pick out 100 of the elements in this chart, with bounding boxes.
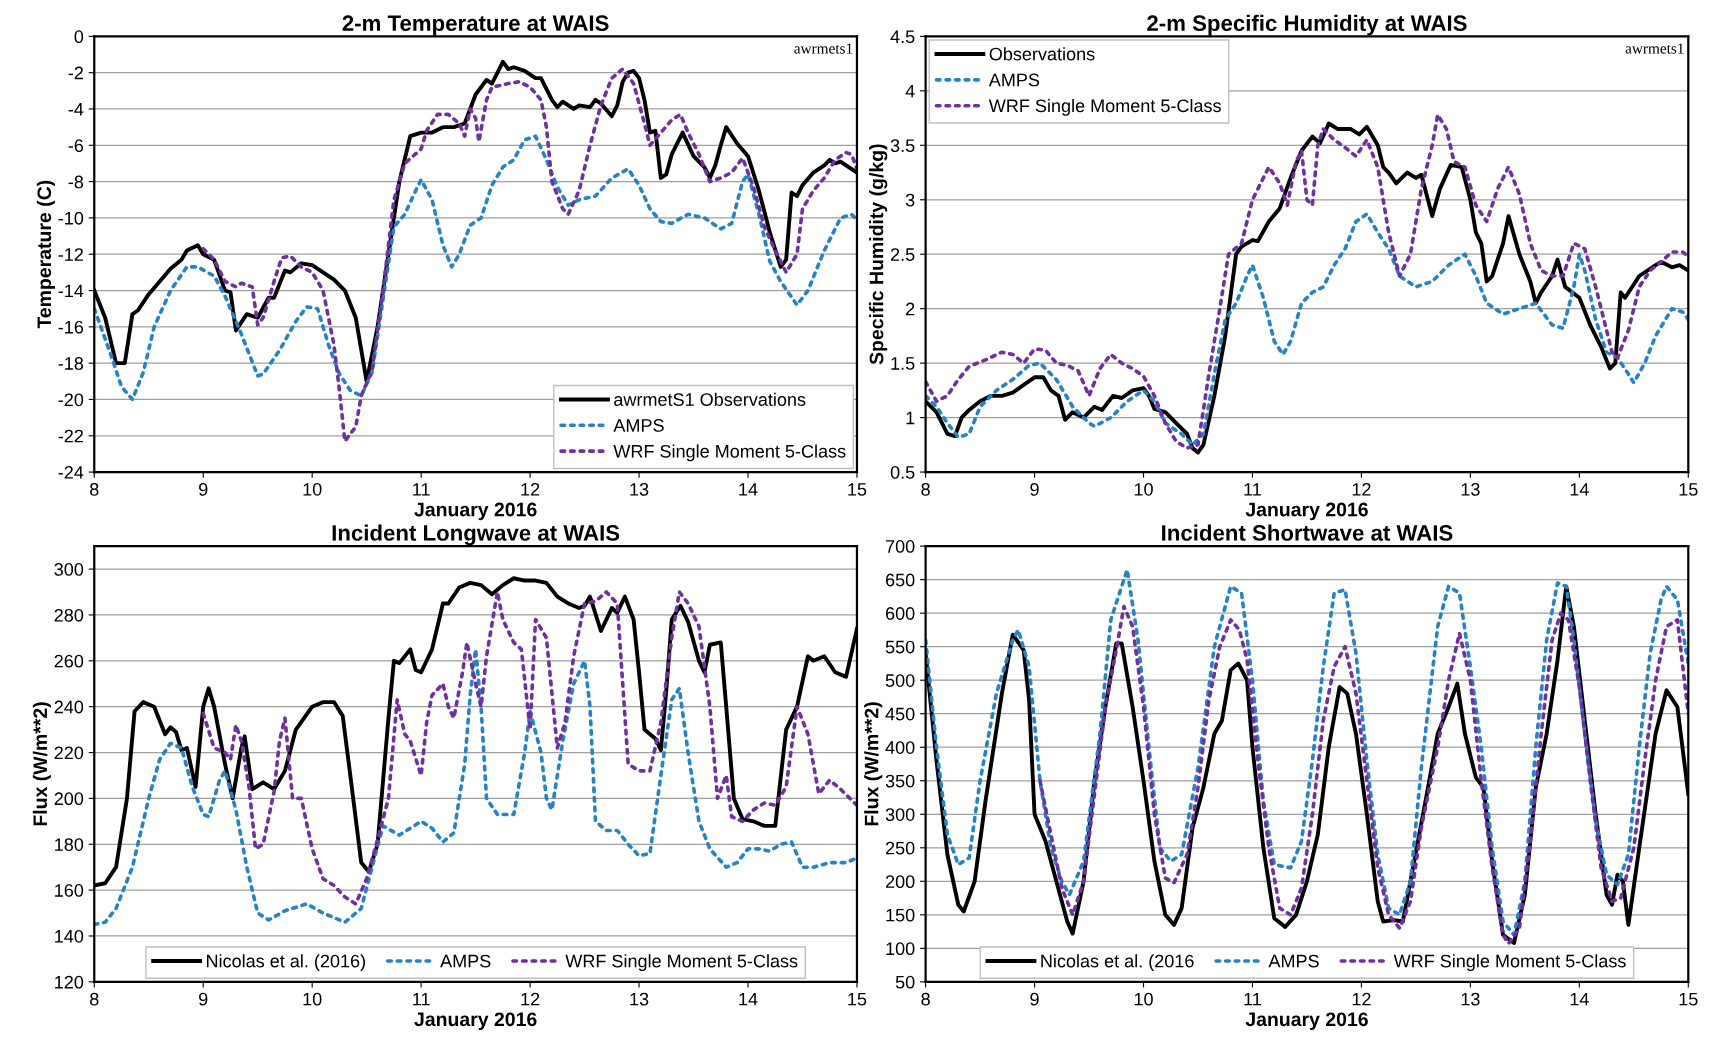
- y-tick-label: -16: [58, 320, 84, 334]
- x-tick-label: 10: [1134, 482, 1153, 496]
- legend-label: Nicolas et al. (2016): [207, 954, 365, 972]
- y-axis-title: Flux (W/m**2): [32, 702, 51, 826]
- x-tick-label: 15: [1679, 992, 1698, 1006]
- x-tick-label: 12: [1352, 992, 1371, 1006]
- y-tick-label: 350: [885, 774, 915, 788]
- y-tick-label: 650: [885, 573, 915, 587]
- y-tick-label: 2.5: [891, 248, 915, 261]
- x-tick-label: 13: [1461, 482, 1480, 496]
- x-tick-label: 12: [1352, 482, 1371, 496]
- y-tick-label: 100: [886, 942, 915, 956]
- x-tick-label: 13: [1461, 992, 1480, 1006]
- y-tick-label: 140: [55, 929, 84, 943]
- legend-label: AMPS: [988, 73, 1040, 87]
- y-tick-label: -20: [58, 393, 84, 407]
- x-tick-label: 10: [303, 482, 322, 496]
- y-tick-label: 400: [885, 741, 915, 754]
- y-axis-title: Flux (W/m**2): [864, 702, 883, 826]
- line-series: [925, 212, 1689, 447]
- legend-label: Observations: [989, 47, 1095, 61]
- annotation: awrmets1: [1625, 43, 1684, 54]
- y-tick-label: -2: [68, 66, 83, 80]
- line-series: [201, 67, 857, 444]
- y-tick-label: 200: [885, 875, 915, 889]
- y-tick-label: -18: [58, 357, 84, 370]
- y-tick-label: 600: [885, 607, 915, 620]
- x-tick-label: 9: [1030, 992, 1039, 1006]
- y-tick-label: -4: [68, 103, 84, 116]
- y-tick-label: 280: [54, 608, 84, 622]
- y-tick-label: 3: [905, 193, 915, 207]
- legend-label: awrmetS1 Observations: [614, 392, 806, 406]
- y-axis-title: Specific Humidity (g/kg): [869, 144, 888, 365]
- x-tick-label: 11: [1244, 992, 1261, 1006]
- y-tick-label: 3.5: [890, 139, 915, 153]
- x-tick-label: 9: [199, 482, 208, 496]
- line-series: [94, 647, 857, 927]
- y-tick-label: 120: [55, 975, 84, 989]
- y-tick-label: -12: [58, 248, 83, 261]
- x-tick-label: 13: [630, 992, 649, 1006]
- x-tick-label: 8: [921, 482, 930, 496]
- y-tick-label: -14: [58, 284, 84, 298]
- y-tick-label: 160: [55, 884, 84, 897]
- y-tick-label: 150: [886, 908, 915, 922]
- x-axis-title: January 2016: [1245, 1012, 1368, 1031]
- x-tick-label: 13: [630, 482, 649, 496]
- y-tick-label: -22: [58, 429, 83, 443]
- legend-label: AMPS: [613, 419, 664, 432]
- x-tick-label: 15: [1679, 483, 1698, 496]
- x-axis-title: January 2016: [414, 1012, 537, 1031]
- y-tick-label: 260: [54, 654, 84, 668]
- x-tick-label: 14: [1570, 483, 1589, 496]
- y-tick-label: 4.5: [890, 30, 915, 44]
- y-tick-label: -8: [68, 175, 84, 189]
- x-tick-label: 8: [90, 992, 99, 1006]
- x-tick-label: 12: [521, 482, 540, 496]
- y-tick-label: 0.5: [890, 466, 915, 479]
- y-tick-label: 4: [905, 84, 915, 98]
- legend-label: WRF Single Moment 5-Class: [613, 444, 846, 462]
- x-tick-label: 10: [1134, 992, 1153, 1006]
- y-tick-label: 2: [906, 302, 915, 316]
- x-tick-label: 15: [848, 483, 867, 496]
- annotation: awrmets1: [794, 43, 853, 54]
- y-tick-label: 50: [895, 975, 915, 989]
- y-tick-label: 250: [885, 841, 915, 855]
- legend-label: AMPS: [1268, 954, 1319, 968]
- legend-label: WRF Single Moment 5-Class: [988, 98, 1221, 116]
- y-tick-label: 300: [885, 808, 915, 821]
- y-axis-title: Temperature (C): [36, 180, 55, 329]
- y-tick-label: 0: [74, 30, 84, 44]
- y-tick-label: 500: [885, 674, 915, 687]
- y-tick-label: 300: [54, 563, 84, 576]
- legend-label: WRF Single Moment 5-Class: [1393, 954, 1626, 972]
- y-tick-label: 550: [885, 640, 915, 654]
- x-axis-title: January 2016: [1245, 502, 1368, 521]
- y-tick-label: 1.5: [891, 357, 915, 370]
- chart-title: 2-m Temperature at WAIS: [342, 15, 609, 36]
- legend-label: AMPS: [440, 954, 491, 968]
- y-tick-label: -24: [58, 466, 84, 479]
- x-tick-label: 8: [921, 992, 930, 1006]
- y-tick-label: 180: [55, 838, 84, 851]
- y-tick-label: 1: [906, 411, 915, 425]
- line-series: [1038, 604, 1689, 946]
- legend-label: Nicolas et al. (2016: [1041, 954, 1194, 972]
- x-tick-label: 14: [1570, 992, 1589, 1006]
- x-tick-label: 14: [739, 992, 758, 1006]
- x-tick-label: 9: [1030, 482, 1039, 496]
- y-tick-label: -10: [58, 211, 84, 225]
- x-tick-label: 10: [303, 992, 322, 1006]
- x-tick-label: 8: [90, 482, 99, 496]
- chart-title: Incident Shortwave at WAIS: [1162, 524, 1453, 541]
- x-tick-label: 11: [1244, 483, 1261, 496]
- x-axis-title: January 2016: [414, 502, 537, 521]
- x-tick-label: 15: [848, 992, 867, 1006]
- y-tick-label: 700: [885, 540, 915, 553]
- y-tick-label: -6: [68, 139, 84, 153]
- x-tick-label: 11: [413, 483, 430, 496]
- y-tick-label: 200: [54, 792, 84, 806]
- y-tick-label: 450: [885, 707, 915, 721]
- y-tick-label: 220: [54, 746, 84, 760]
